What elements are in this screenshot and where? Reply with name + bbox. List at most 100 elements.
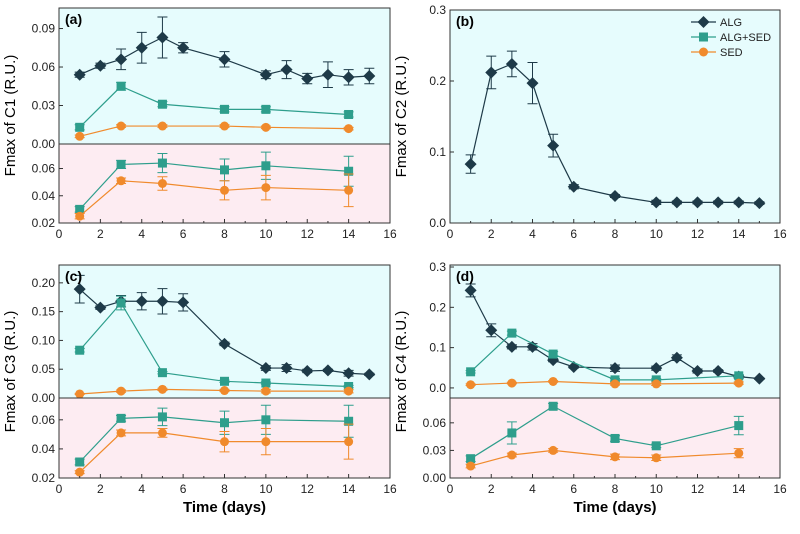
series-sed bbox=[74, 423, 354, 477]
x-tick-label: 12 bbox=[691, 482, 705, 496]
data-point bbox=[157, 384, 167, 394]
data-point bbox=[220, 376, 229, 386]
y-tick-label: 0.3 bbox=[429, 3, 446, 17]
legend-entry: ALG+SED bbox=[691, 32, 771, 44]
y-tick-label: 0.15 bbox=[32, 305, 56, 319]
panel-label: (a) bbox=[65, 11, 82, 27]
y-tick-label: 0.2 bbox=[429, 74, 446, 88]
x-tick-label: 14 bbox=[732, 482, 746, 496]
data-point bbox=[734, 378, 744, 388]
y-tick-label: 0.1 bbox=[429, 145, 446, 159]
legend-label: ALG bbox=[720, 17, 742, 29]
x-tick-label: 14 bbox=[732, 227, 746, 241]
data-point bbox=[505, 340, 518, 353]
y-tick-label: 0.03 bbox=[423, 443, 447, 457]
data-point bbox=[220, 386, 229, 396]
data-point bbox=[548, 376, 558, 386]
x-tick-label: 10 bbox=[650, 227, 664, 241]
series-line bbox=[79, 432, 349, 473]
subplot-0: 0.0 0.1 0.2 0.3 bbox=[429, 3, 781, 230]
data-point bbox=[220, 165, 229, 175]
data-point bbox=[220, 437, 229, 447]
x-tick-label: 4 bbox=[529, 482, 536, 496]
data-point bbox=[651, 379, 661, 389]
series-line bbox=[79, 416, 349, 463]
data-point bbox=[259, 362, 272, 375]
x-tick-label: 6 bbox=[570, 482, 577, 496]
data-point bbox=[75, 467, 85, 477]
y-axis-label: Fmax of C3 (R.U.) bbox=[2, 311, 19, 433]
data-point bbox=[342, 71, 355, 84]
data-point bbox=[220, 104, 229, 114]
data-point bbox=[670, 196, 683, 209]
data-point bbox=[73, 283, 86, 296]
data-point bbox=[116, 428, 126, 438]
panel-label: (b) bbox=[456, 13, 474, 29]
x-tick-label: 10 bbox=[259, 227, 273, 241]
x-tick-label: 12 bbox=[301, 227, 315, 241]
subplot-0: 0.00 0.03 0.06 0.09 bbox=[32, 7, 391, 151]
y-tick-label: 0.09 bbox=[32, 22, 56, 36]
data-point bbox=[344, 124, 354, 134]
data-point bbox=[344, 386, 354, 396]
data-point bbox=[116, 386, 126, 396]
panel-c: 0.00 0.05 0.10 0.15 0.20 0.02 0.04 0.06 0 2 4 6 8 10 1… bbox=[2, 264, 397, 516]
data-point bbox=[156, 31, 169, 44]
data-point bbox=[650, 362, 663, 375]
y-axis-label: Fmax of C4 (R.U.) bbox=[393, 311, 410, 433]
data-point bbox=[610, 379, 620, 389]
data-point bbox=[321, 68, 334, 81]
y-tick-label: 0.06 bbox=[32, 413, 56, 427]
x-tick-label: 10 bbox=[259, 482, 273, 496]
series-alg-sed bbox=[74, 81, 354, 132]
y-tick-label: 0.06 bbox=[32, 162, 56, 176]
x-tick-label: 4 bbox=[529, 227, 536, 241]
data-point bbox=[344, 109, 354, 119]
data-point bbox=[157, 158, 167, 168]
data-point bbox=[505, 57, 518, 70]
data-point bbox=[734, 448, 744, 458]
y-tick-label: 0.02 bbox=[32, 216, 56, 230]
data-point bbox=[220, 121, 229, 131]
data-point bbox=[261, 437, 271, 447]
x-tick-label: 14 bbox=[342, 227, 356, 241]
x-tick-label: 10 bbox=[650, 482, 664, 496]
data-point bbox=[220, 185, 229, 195]
data-point bbox=[73, 68, 86, 81]
data-point bbox=[116, 81, 126, 91]
data-point bbox=[157, 99, 167, 109]
data-point bbox=[156, 295, 169, 308]
x-tick-label: 16 bbox=[383, 482, 397, 496]
x-tick-label: 0 bbox=[56, 227, 63, 241]
x-tick-label: 16 bbox=[383, 227, 397, 241]
data-point bbox=[466, 367, 476, 377]
data-point bbox=[344, 166, 354, 176]
x-tick-label: 16 bbox=[773, 227, 787, 241]
y-tick-label: 0.2 bbox=[429, 300, 446, 314]
data-point bbox=[94, 301, 107, 314]
y-tick-label: 0.0 bbox=[429, 381, 446, 395]
data-point bbox=[507, 328, 517, 338]
data-point bbox=[485, 66, 498, 79]
data-point bbox=[567, 180, 580, 193]
x-axis-label: Time (days) bbox=[183, 499, 266, 516]
series-alg bbox=[464, 283, 766, 385]
data-point bbox=[157, 368, 167, 378]
series-line bbox=[79, 180, 349, 217]
series-sed bbox=[74, 121, 354, 141]
data-point bbox=[548, 401, 558, 411]
series-line bbox=[79, 162, 349, 210]
data-point bbox=[651, 453, 661, 463]
data-point bbox=[344, 185, 354, 195]
panel-label: (d) bbox=[456, 268, 474, 284]
legend-label: ALG+SED bbox=[720, 32, 771, 44]
subplot-1: 0.00 0.03 0.06 bbox=[423, 397, 781, 485]
y-tick-label: 0.10 bbox=[32, 333, 56, 347]
x-tick-label: 8 bbox=[221, 227, 228, 241]
series-alg bbox=[73, 16, 376, 89]
data-point bbox=[177, 296, 190, 309]
x-axis-label: Time (days) bbox=[573, 499, 656, 516]
legend-marker bbox=[699, 32, 708, 42]
series-line bbox=[79, 125, 349, 137]
